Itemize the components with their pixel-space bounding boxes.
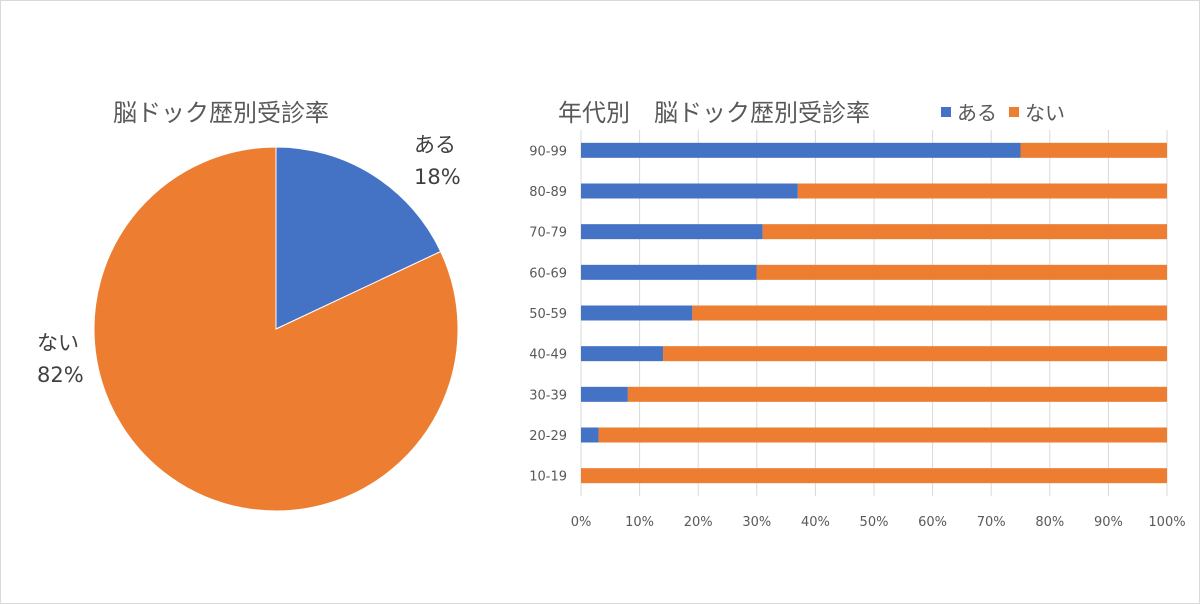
bar-segment-no: [692, 305, 1167, 321]
x-tick-label: 100%: [1148, 515, 1185, 530]
pie-label-no-name: ない: [37, 331, 79, 355]
pie-slice-yes: [275, 146, 442, 330]
bar-segment-yes: [581, 183, 798, 199]
pie-label-yes-value: 18%: [414, 165, 461, 189]
y-tick-label: 30-39: [529, 388, 567, 403]
bar-segment-no: [756, 264, 1167, 280]
x-tick-label: 0%: [571, 515, 592, 530]
y-tick-label: 90-99: [529, 144, 567, 159]
x-tick-label: 70%: [977, 515, 1006, 530]
bar-segment-no: [627, 386, 1167, 402]
y-tick-label: 10-19: [529, 470, 567, 485]
bar-chart-title: 年代別 脳ドック歴別受診率: [558, 99, 870, 127]
bar-segment-no: [581, 468, 1167, 484]
bar-segment-no: [598, 427, 1167, 443]
y-tick-label: 70-79: [529, 226, 567, 241]
bar-segment-yes: [581, 224, 763, 240]
bar-segment-yes: [581, 264, 757, 280]
y-tick-label: 80-89: [529, 185, 567, 200]
pie-label-yes: ある 18%: [414, 129, 461, 193]
bar-segment-no: [1020, 142, 1167, 158]
pie-slice-no: [93, 146, 459, 512]
legend-item-yes: ある: [941, 97, 997, 126]
y-tick-label: 50-59: [529, 307, 567, 322]
legend-item-no: ない: [1009, 97, 1065, 126]
x-tick-label: 80%: [1035, 515, 1064, 530]
bar-segment-yes: [581, 427, 599, 443]
bar-segment-no: [797, 183, 1167, 199]
legend-label-yes: ある: [957, 101, 997, 125]
bar-segment-yes: [581, 142, 1021, 158]
bar-segment-yes: [581, 346, 664, 362]
legend-swatch-no: [1009, 106, 1019, 117]
x-tick-label: 30%: [742, 515, 771, 530]
legend-label-no: ない: [1025, 101, 1065, 125]
bar-segment-no: [663, 346, 1167, 362]
bar-segment-yes: [581, 386, 628, 402]
x-tick-label: 20%: [684, 515, 713, 530]
legend-swatch-yes: [941, 106, 951, 117]
y-tick-label: 20-29: [529, 429, 567, 444]
pie-label-no: ない 82%: [37, 327, 84, 391]
bar-legend: ある ない: [941, 97, 1077, 126]
y-tick-label: 40-49: [529, 348, 567, 363]
x-tick-label: 10%: [625, 515, 654, 530]
pie-label-no-value: 82%: [37, 363, 84, 387]
x-tick-label: 40%: [801, 515, 830, 530]
x-tick-label: 90%: [1094, 515, 1123, 530]
x-tick-label: 60%: [918, 515, 947, 530]
pie-chart-title: 脳ドック歴別受診率: [113, 99, 329, 127]
pie-label-yes-name: ある: [414, 133, 456, 157]
x-tick-label: 50%: [860, 515, 889, 530]
bar-segment-yes: [581, 305, 693, 321]
bar-segment-no: [762, 224, 1167, 240]
y-tick-label: 60-69: [529, 266, 567, 281]
